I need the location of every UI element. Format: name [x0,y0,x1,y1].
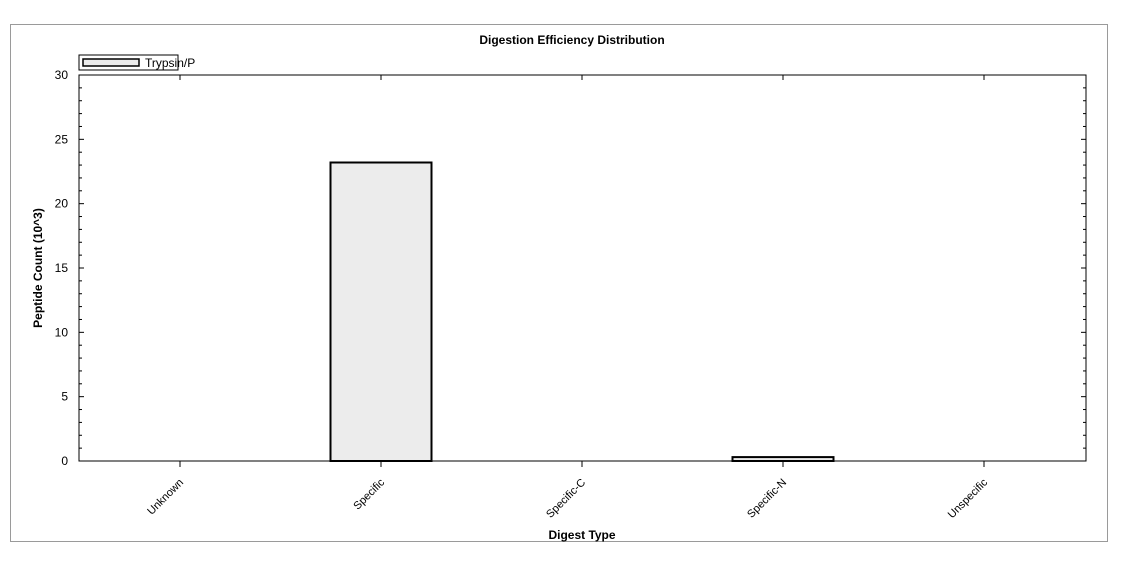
x-tick-label: Specific-C [544,477,588,521]
bar-specific-n [731,456,835,463]
x-tick-label: Specific [351,476,387,512]
legend-label: Trypsin/P [145,56,195,70]
y-tick-label: 20 [55,197,69,211]
y-tick-label: 30 [55,68,69,82]
x-tick-label: Unknown [145,477,186,518]
bar-specific [329,161,433,462]
y-tick-label: 15 [55,261,69,275]
legend-swatch [82,58,140,67]
y-tick-label: 0 [61,454,68,468]
y-axis-label: Peptide Count (10^3) [31,208,45,328]
x-axis-label: Digest Type [548,528,615,542]
y-axis: 0 5 10 15 20 25 30 [55,68,1086,468]
bars [329,161,835,463]
y-tick-label: 10 [55,325,69,339]
plot-area [78,74,1087,462]
y-tick-label: 25 [55,132,69,146]
x-tick-label: Unspecific [946,476,991,521]
x-tick-label: Specific-N [745,477,789,521]
legend: Trypsin/P [78,54,195,71]
x-axis: Unknown Specific Specific-C Specific-N Unspe… [145,75,990,521]
y-tick-label: 5 [61,390,68,404]
chart-frame [10,24,1108,542]
chart-title: Digestion Efficiency Distribution [479,33,664,47]
